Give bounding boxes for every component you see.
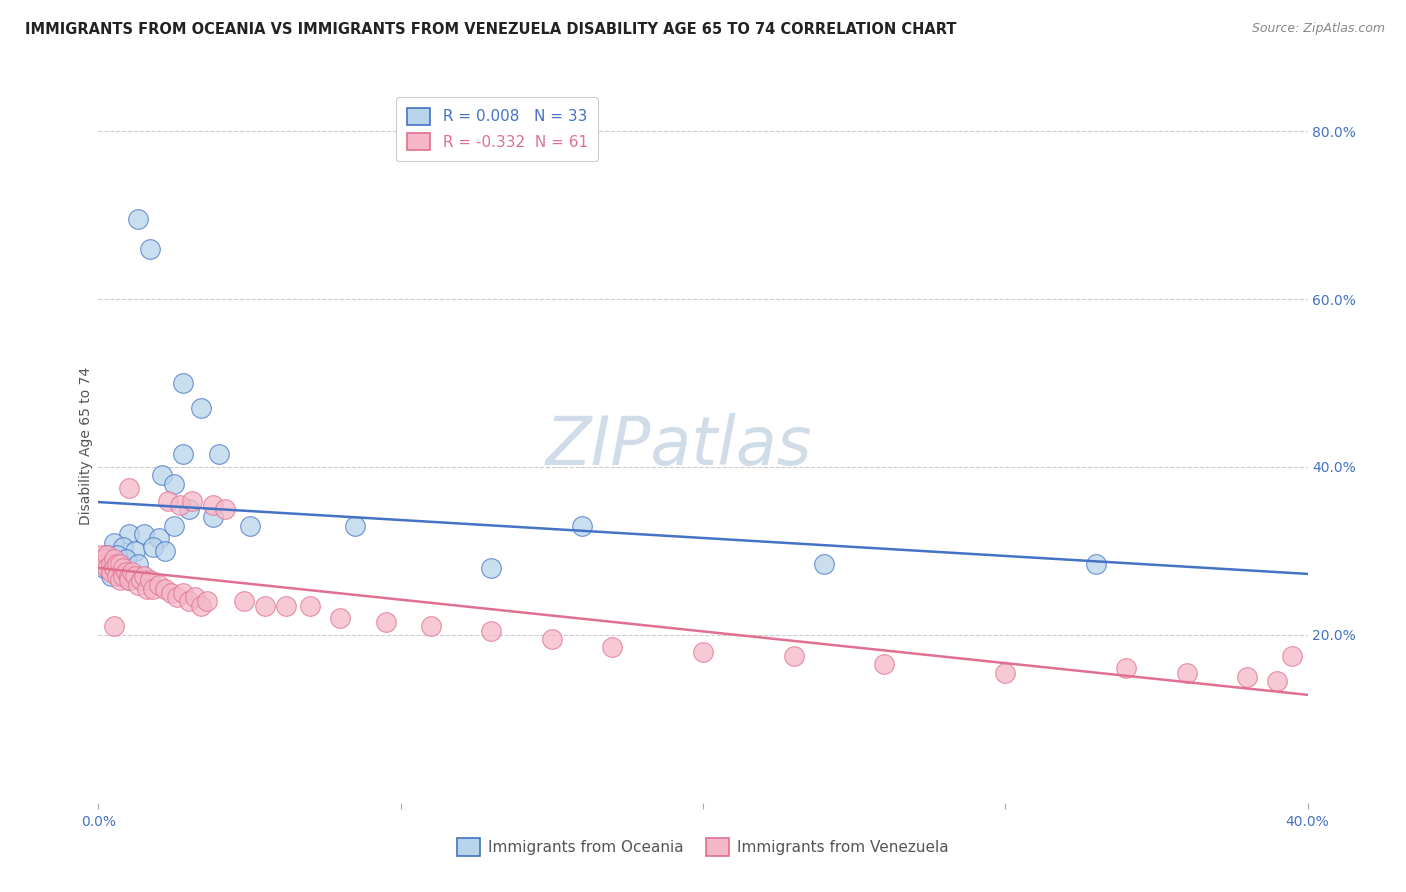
Point xyxy=(100,557,122,571)
Point xyxy=(153,544,176,558)
Point xyxy=(96,548,118,562)
Point xyxy=(1085,557,1108,571)
Point xyxy=(96,548,118,562)
Point xyxy=(127,577,149,591)
Point xyxy=(169,498,191,512)
Point xyxy=(374,615,396,630)
Point xyxy=(344,518,367,533)
Point xyxy=(166,590,188,604)
Point xyxy=(103,552,125,566)
Point xyxy=(114,565,136,579)
Point xyxy=(214,502,236,516)
Point xyxy=(150,468,173,483)
Point xyxy=(329,611,352,625)
Point xyxy=(813,557,835,571)
Point xyxy=(1267,674,1289,689)
Point xyxy=(481,560,503,574)
Point xyxy=(1115,661,1137,675)
Text: Source: ZipAtlas.com: Source: ZipAtlas.com xyxy=(1251,22,1385,36)
Point xyxy=(105,569,128,583)
Point xyxy=(1175,665,1198,680)
Point xyxy=(127,557,149,571)
Point xyxy=(1236,670,1258,684)
Point xyxy=(160,586,183,600)
Point xyxy=(602,640,624,655)
Point xyxy=(148,532,170,546)
Point xyxy=(153,582,176,596)
Point xyxy=(124,544,146,558)
Point xyxy=(202,510,225,524)
Point xyxy=(274,599,297,613)
Point xyxy=(172,376,194,390)
Point xyxy=(108,569,131,583)
Point xyxy=(108,557,131,571)
Point xyxy=(571,518,593,533)
Point xyxy=(195,594,218,608)
Point xyxy=(481,624,503,638)
Text: ZIPatlas: ZIPatlas xyxy=(546,413,813,479)
Point xyxy=(184,590,207,604)
Point xyxy=(111,569,134,583)
Legend: Immigrants from Oceania, Immigrants from Venezuela: Immigrants from Oceania, Immigrants from… xyxy=(447,828,959,866)
Point xyxy=(1281,648,1303,663)
Point xyxy=(179,594,201,608)
Point xyxy=(118,574,141,588)
Point xyxy=(129,574,152,588)
Point xyxy=(156,493,179,508)
Point xyxy=(90,548,112,562)
Point xyxy=(148,577,170,591)
Point xyxy=(132,569,155,583)
Point xyxy=(181,493,204,508)
Point xyxy=(105,548,128,562)
Point xyxy=(118,569,141,583)
Point xyxy=(103,619,125,633)
Point xyxy=(202,498,225,512)
Point xyxy=(118,527,141,541)
Point xyxy=(232,594,254,608)
Point xyxy=(172,586,194,600)
Text: IMMIGRANTS FROM OCEANIA VS IMMIGRANTS FROM VENEZUELA DISABILITY AGE 65 TO 74 COR: IMMIGRANTS FROM OCEANIA VS IMMIGRANTS FR… xyxy=(25,22,957,37)
Point xyxy=(190,599,212,613)
Point xyxy=(142,582,165,596)
Point xyxy=(118,481,141,495)
Point xyxy=(96,560,118,574)
Point xyxy=(783,648,806,663)
Point xyxy=(420,619,443,633)
Y-axis label: Disability Age 65 to 74: Disability Age 65 to 74 xyxy=(79,367,93,525)
Point xyxy=(100,565,122,579)
Point xyxy=(114,552,136,566)
Point xyxy=(127,212,149,227)
Point xyxy=(190,401,212,416)
Point xyxy=(253,599,276,613)
Point xyxy=(111,540,134,554)
Point xyxy=(108,574,131,588)
Point xyxy=(163,476,186,491)
Point xyxy=(124,569,146,583)
Point xyxy=(994,665,1017,680)
Point xyxy=(111,560,134,574)
Point xyxy=(142,540,165,554)
Point xyxy=(139,574,162,588)
Point xyxy=(139,242,162,256)
Point xyxy=(172,447,194,461)
Point xyxy=(692,645,714,659)
Point xyxy=(105,557,128,571)
Point xyxy=(239,518,262,533)
Point xyxy=(873,657,896,672)
Point xyxy=(135,582,157,596)
Point xyxy=(118,574,141,588)
Point xyxy=(93,552,115,566)
Point xyxy=(103,560,125,574)
Point xyxy=(163,518,186,533)
Point xyxy=(93,560,115,574)
Point xyxy=(132,527,155,541)
Point xyxy=(103,535,125,549)
Point xyxy=(299,599,322,613)
Point xyxy=(179,502,201,516)
Point xyxy=(93,557,115,571)
Point xyxy=(121,565,143,579)
Point xyxy=(208,447,231,461)
Point xyxy=(540,632,562,646)
Point xyxy=(100,569,122,583)
